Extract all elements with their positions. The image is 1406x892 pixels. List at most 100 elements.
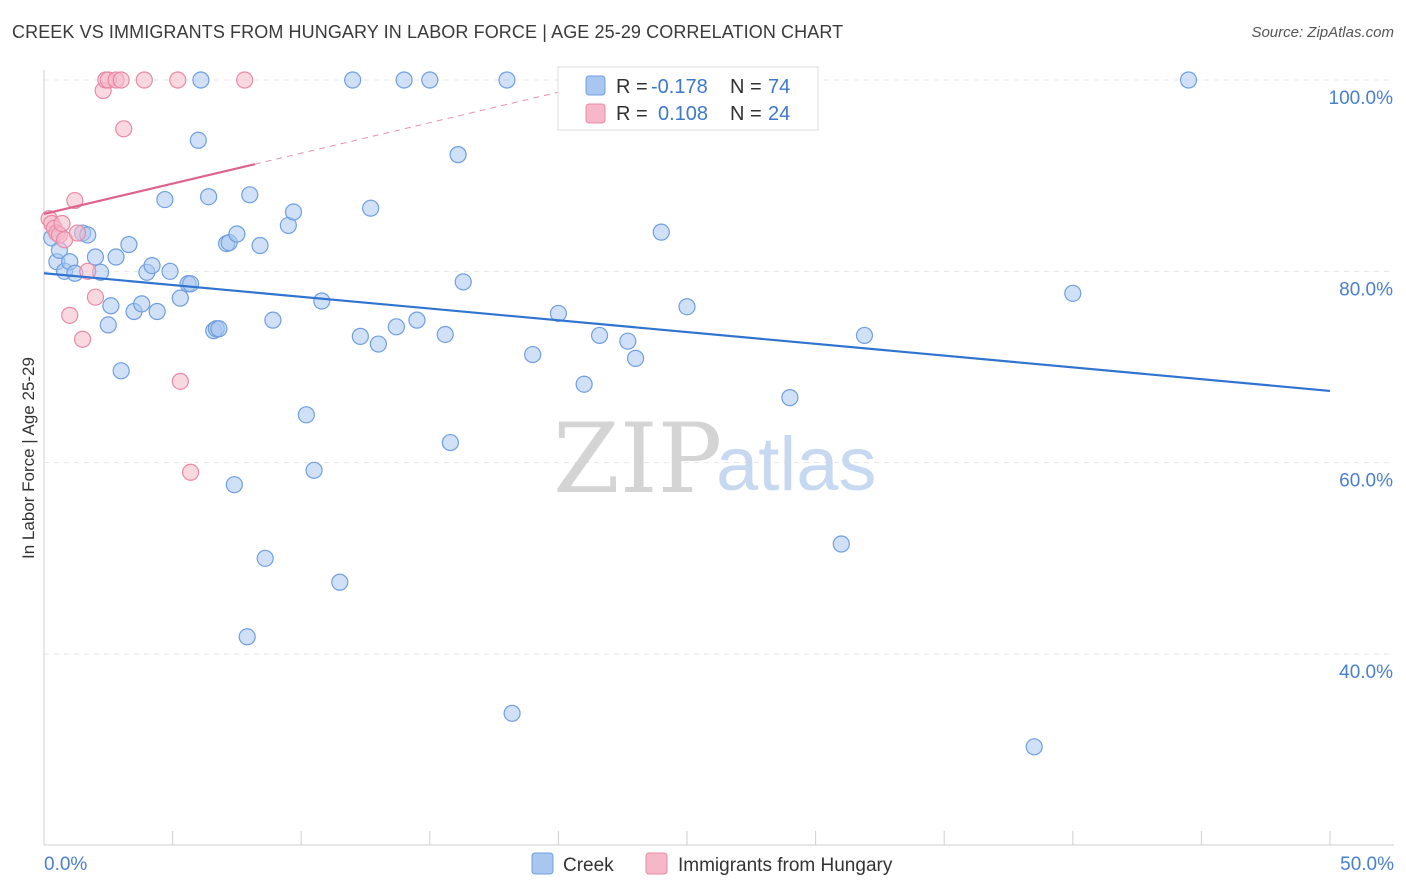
y-tick-label-100: 100.0% bbox=[1329, 88, 1394, 109]
x-tick-label-min: 0.0% bbox=[44, 854, 87, 875]
creek-trend-line bbox=[43, 272, 1331, 393]
creek-point bbox=[305, 461, 323, 479]
creek-point bbox=[855, 326, 874, 345]
creek-point bbox=[241, 186, 259, 204]
creek-point bbox=[498, 71, 516, 89]
creek-point bbox=[344, 71, 362, 89]
hungary-trend-line bbox=[43, 163, 256, 216]
series-legend-label-hungary: Immigrants from Hungary bbox=[678, 855, 893, 876]
creek-point bbox=[832, 535, 850, 553]
creek-point bbox=[192, 71, 210, 89]
creek-point bbox=[182, 275, 200, 293]
creek-point bbox=[331, 573, 349, 591]
creek-point bbox=[284, 203, 303, 221]
creek-point bbox=[161, 262, 179, 280]
creek-point bbox=[619, 332, 637, 350]
hungary-point bbox=[236, 71, 254, 89]
creek-point bbox=[395, 71, 413, 89]
legend-creek-n-value: 74 bbox=[768, 76, 790, 98]
creek-point bbox=[256, 549, 274, 567]
legend-hungary-n-value: 24 bbox=[768, 103, 790, 125]
creek-point bbox=[362, 199, 380, 217]
hungary-point bbox=[135, 71, 153, 89]
creek-point bbox=[590, 326, 609, 345]
creek-point bbox=[133, 295, 151, 313]
creek-point bbox=[112, 362, 130, 380]
creek-point bbox=[148, 302, 166, 321]
creek-point bbox=[225, 476, 243, 494]
creek-point bbox=[120, 235, 138, 254]
creek-point bbox=[171, 289, 189, 307]
series-legend: Creek Immigrants from Hungary bbox=[531, 852, 893, 876]
creek-point bbox=[449, 146, 467, 164]
creek-point bbox=[351, 327, 369, 345]
creek-point bbox=[421, 71, 439, 89]
series-legend-swatch-hungary bbox=[645, 852, 668, 875]
hungary-point bbox=[61, 306, 79, 324]
hungary-point bbox=[182, 463, 200, 481]
legend-creek-n-label: N = bbox=[730, 76, 762, 98]
x-tick-marks bbox=[43, 831, 1331, 845]
creek-point bbox=[678, 298, 696, 316]
legend-swatch-creek bbox=[585, 75, 606, 96]
creek-point bbox=[189, 131, 207, 149]
creek-point bbox=[210, 320, 228, 338]
legend-creek-r-label: R = bbox=[616, 76, 648, 98]
creek-point bbox=[313, 292, 331, 310]
creek-point bbox=[524, 345, 542, 364]
creek-point bbox=[652, 223, 670, 241]
watermark-zip: ZIP bbox=[553, 403, 722, 515]
hungary-point bbox=[169, 71, 187, 89]
creek-point bbox=[251, 236, 269, 255]
creek-point bbox=[264, 311, 282, 329]
hungary-point bbox=[79, 262, 97, 280]
y-axis-label: In Labor Force | Age 25-29 bbox=[19, 357, 38, 559]
trend-lines bbox=[43, 79, 1331, 393]
creek-point bbox=[228, 225, 246, 243]
legend-creek-r-value: -0.178 bbox=[651, 76, 708, 98]
legend-hungary-r-value: 0.108 bbox=[658, 103, 708, 125]
y-tick-label-60: 60.0% bbox=[1339, 471, 1393, 492]
creek-point bbox=[1179, 71, 1198, 89]
y-tick-labels: 40.0% 60.0% 80.0% 100.0% bbox=[1329, 88, 1394, 683]
creek-point bbox=[575, 375, 593, 393]
hungary-point bbox=[53, 214, 71, 233]
creek-point bbox=[454, 273, 472, 291]
creek-point bbox=[626, 349, 645, 367]
hungary-point bbox=[73, 330, 92, 348]
legend-swatch-hungary bbox=[585, 103, 606, 124]
chart-title: CREEK VS IMMIGRANTS FROM HUNGARY IN LABO… bbox=[12, 22, 844, 42]
legend-hungary-r-label: R = bbox=[616, 103, 648, 125]
hungary-point bbox=[86, 288, 105, 306]
hungary-point bbox=[68, 224, 87, 242]
y-tick-label-40: 40.0% bbox=[1339, 662, 1393, 683]
chart-source: Source: ZipAtlas.com bbox=[1251, 24, 1394, 41]
hungary-point bbox=[112, 71, 130, 89]
creek-point bbox=[200, 188, 218, 206]
correlation-legend: R = -0.178 N = 74 R = 0.108 N = 24 bbox=[557, 66, 819, 131]
watermark-atlas: atlas bbox=[716, 422, 877, 507]
x-tick-label-max: 50.0% bbox=[1340, 854, 1394, 875]
hungary-point bbox=[66, 191, 84, 210]
creek-point bbox=[156, 190, 174, 209]
creek-point bbox=[549, 304, 568, 323]
creek-point bbox=[503, 704, 521, 722]
series-legend-swatch-creek bbox=[531, 852, 554, 875]
creek-point bbox=[369, 335, 387, 353]
legend-hungary-n-label: N = bbox=[730, 103, 762, 125]
creek-point bbox=[102, 297, 120, 315]
creek-point bbox=[143, 256, 161, 275]
y-tick-label-80: 80.0% bbox=[1339, 279, 1393, 300]
creek-point bbox=[86, 248, 105, 266]
creek-point bbox=[441, 433, 459, 452]
creek-point bbox=[297, 406, 315, 424]
creek-point bbox=[99, 316, 117, 334]
hungary-point bbox=[115, 120, 133, 138]
series-legend-label-creek: Creek bbox=[563, 855, 614, 876]
hungary-point bbox=[171, 372, 189, 390]
hungary-trend-extension bbox=[254, 79, 610, 165]
creek-point bbox=[107, 248, 125, 266]
creek-point bbox=[238, 628, 256, 646]
creek-point bbox=[436, 325, 454, 344]
